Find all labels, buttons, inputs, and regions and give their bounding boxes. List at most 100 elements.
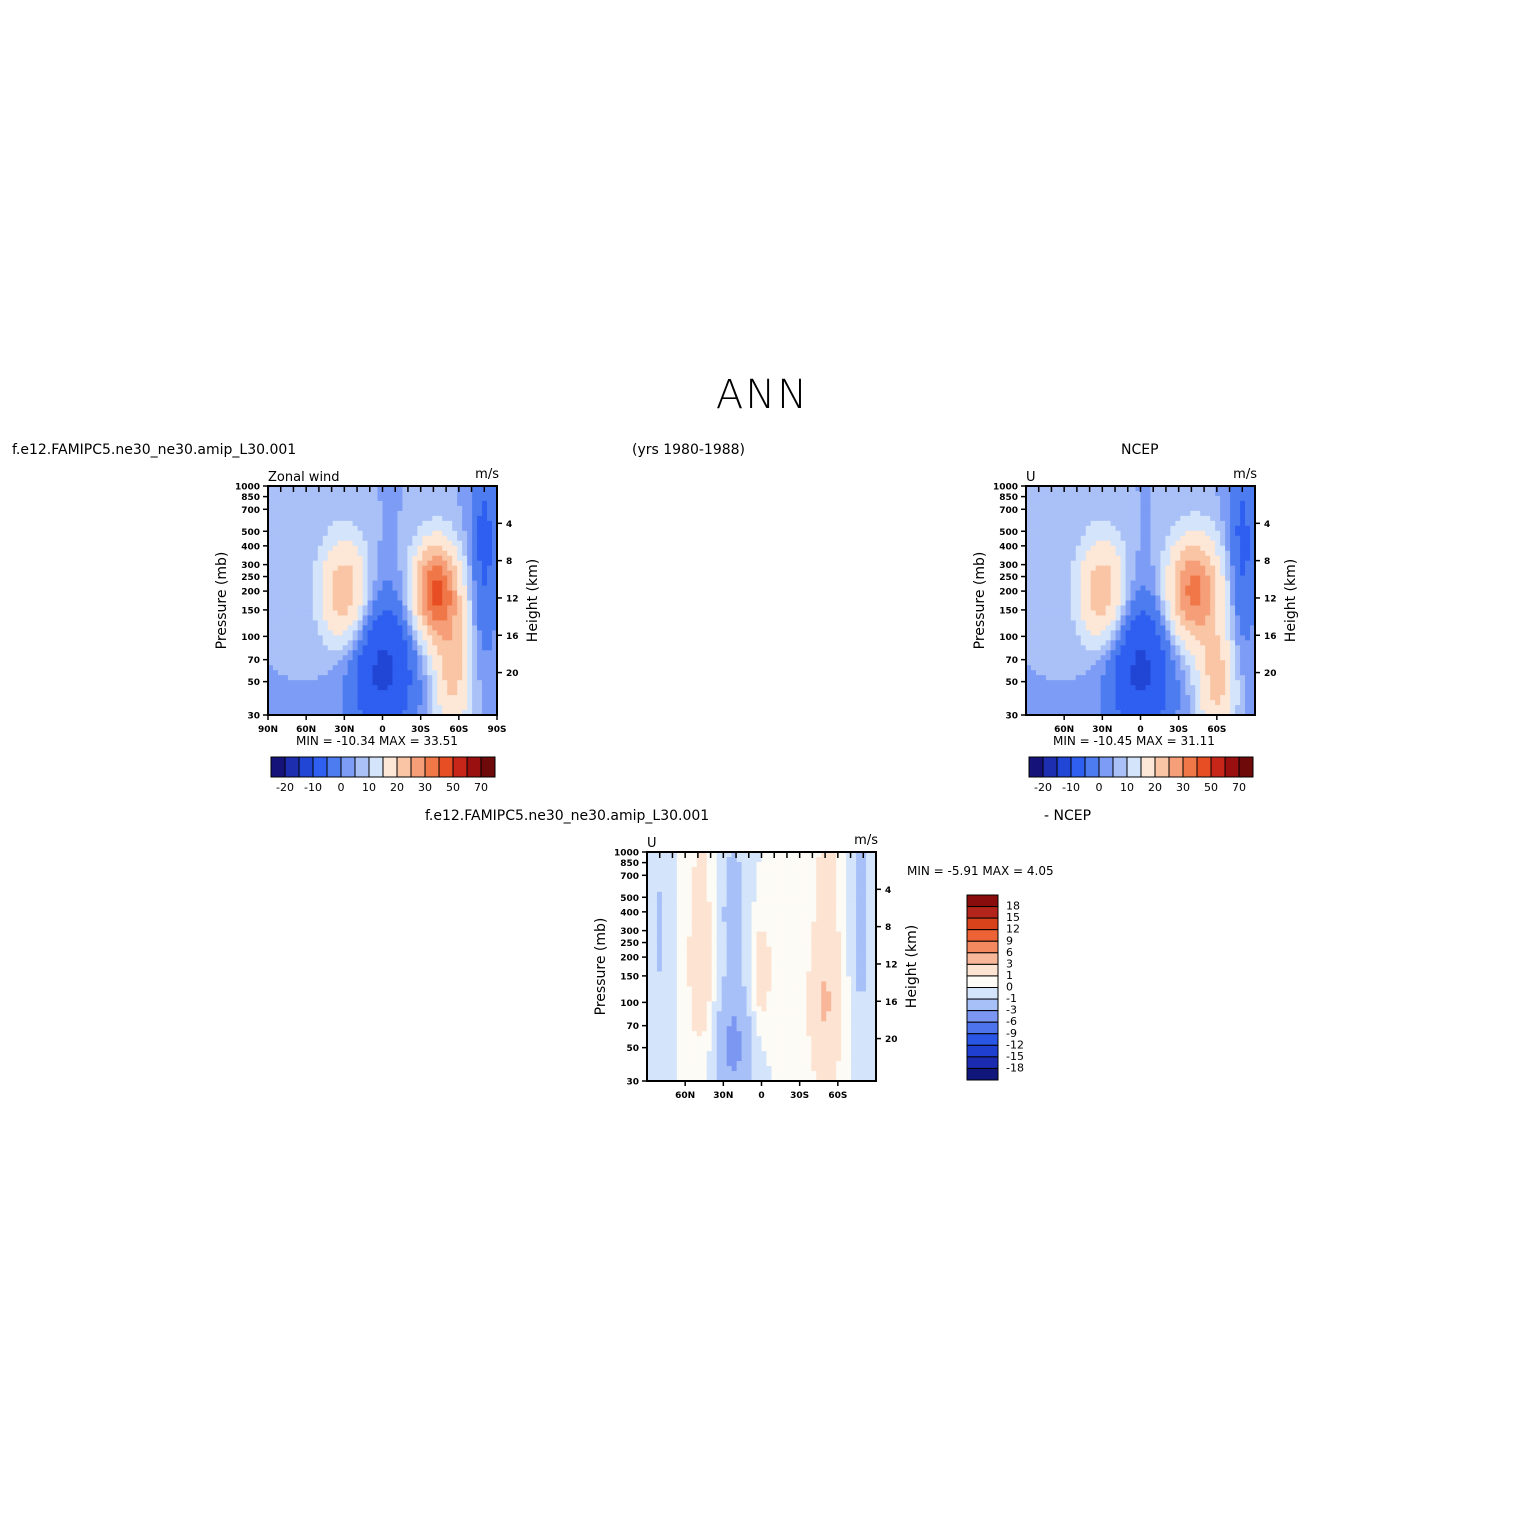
heatmap-cell xyxy=(482,615,488,622)
heatmap-cell xyxy=(701,926,708,933)
heatmap-cell xyxy=(382,525,389,532)
heatmap-cell xyxy=(666,861,673,868)
heatmap-cell xyxy=(661,1066,668,1072)
heatmap-cell xyxy=(1040,635,1047,641)
heatmap-cell xyxy=(472,690,478,696)
heatmap-cell xyxy=(402,615,408,622)
heatmap-cell xyxy=(337,510,344,517)
heatmap-cell xyxy=(1195,650,1201,656)
heatmap-cell xyxy=(307,620,314,626)
heatmap-cell xyxy=(352,550,359,557)
heatmap-cell xyxy=(462,555,468,562)
heatmap-cell xyxy=(1120,700,1127,706)
heatmap-cell xyxy=(671,1051,678,1057)
heatmap-cell xyxy=(287,635,294,641)
heatmap-cell xyxy=(1135,560,1142,567)
heatmap-cell xyxy=(1185,600,1191,607)
heatmap-cell xyxy=(417,615,423,622)
heatmap-cell xyxy=(387,630,394,636)
heatmap-cell xyxy=(1220,665,1226,671)
heatmap-cell xyxy=(1155,700,1162,706)
heatmap-cell xyxy=(362,665,369,671)
heatmap-cell xyxy=(292,615,299,622)
heatmap-cell xyxy=(686,1066,693,1072)
heatmap-cell xyxy=(1215,580,1221,587)
heatmap-cell xyxy=(342,595,349,602)
heatmap-cell xyxy=(1130,500,1137,507)
heatmap-cell xyxy=(1115,685,1122,691)
heatmap-cell xyxy=(407,520,413,527)
heatmap-cell xyxy=(362,695,369,701)
heatmap-cell xyxy=(1075,525,1082,532)
heatmap-cell xyxy=(268,486,274,492)
heatmap-cell xyxy=(1070,670,1077,676)
heatmap-cell xyxy=(1040,490,1047,497)
heatmap-cell xyxy=(1215,640,1221,646)
heatmap-cell xyxy=(1155,570,1162,577)
heatmap-cell xyxy=(1155,620,1162,626)
heatmap-cell xyxy=(427,530,433,537)
heatmap-cell xyxy=(1165,570,1171,577)
heatmap-cell xyxy=(377,710,384,716)
heatmap-cell xyxy=(477,555,483,562)
heatmap-cell xyxy=(681,1056,688,1062)
heatmap-cell xyxy=(352,535,359,542)
heatmap-cell xyxy=(287,490,294,497)
heatmap-cell xyxy=(487,610,493,617)
heatmap-cell xyxy=(1190,545,1196,552)
heatmap-cell xyxy=(1220,630,1226,636)
heatmap-cell xyxy=(1205,665,1211,671)
heatmap-cell xyxy=(397,520,404,527)
heatmap-cell xyxy=(412,580,418,587)
heatmap-cell xyxy=(1085,650,1092,656)
heatmap-cell xyxy=(696,986,703,992)
heatmap-cell xyxy=(322,555,329,562)
heatmap-cell xyxy=(487,565,493,572)
heatmap-cell xyxy=(1210,700,1216,706)
heatmap-cell xyxy=(1220,615,1226,622)
heatmap-cell xyxy=(467,700,473,706)
heatmap-cell xyxy=(1240,675,1246,681)
heatmap-cell xyxy=(1240,585,1246,592)
heatmap-cell xyxy=(427,570,433,577)
heatmap-cell xyxy=(1210,665,1216,671)
heatmap-cell xyxy=(1215,605,1221,612)
heatmap-cell xyxy=(1040,625,1047,631)
heatmap-cell xyxy=(1165,640,1171,646)
heatmap-cell xyxy=(701,931,708,938)
heatmap-cell xyxy=(452,675,458,681)
heatmap-cell xyxy=(1055,500,1062,507)
heatmap-cell xyxy=(392,500,399,507)
heatmap-cell xyxy=(372,680,379,686)
heatmap-cell xyxy=(492,545,498,552)
heatmap-cell xyxy=(1160,710,1166,716)
heatmap-cell xyxy=(1120,610,1127,617)
heatmap-cell xyxy=(656,891,663,898)
heatmap-cell xyxy=(1065,650,1072,656)
heatmap-cell xyxy=(462,495,468,502)
heatmap-cell xyxy=(412,530,418,537)
heatmap-cell xyxy=(1185,575,1191,582)
heatmap-cell xyxy=(1065,510,1072,517)
heatmap-cell xyxy=(437,630,443,636)
heatmap-cell xyxy=(1190,600,1196,607)
heatmap-cell xyxy=(1160,640,1166,646)
heatmap-cell xyxy=(1115,695,1122,701)
heatmap-cell xyxy=(1110,495,1117,502)
heatmap-cell xyxy=(407,545,413,552)
heatmap-cell xyxy=(666,911,673,918)
heatmap-cell xyxy=(1200,670,1206,676)
heatmap-cell xyxy=(432,675,438,681)
heatmap-cell xyxy=(671,852,678,858)
heatmap-cell xyxy=(1240,650,1246,656)
heatmap-cell xyxy=(462,660,468,666)
heatmap-cell xyxy=(696,976,703,983)
heatmap-cell xyxy=(342,520,349,527)
heatmap-cell xyxy=(1065,486,1072,492)
heatmap-cell xyxy=(1165,585,1171,592)
heatmap-cell xyxy=(422,645,428,651)
heatmap-cell xyxy=(367,570,374,577)
heatmap-cell xyxy=(1200,695,1206,701)
heatmap-cell xyxy=(272,670,279,676)
heatmap-cell xyxy=(711,856,718,863)
